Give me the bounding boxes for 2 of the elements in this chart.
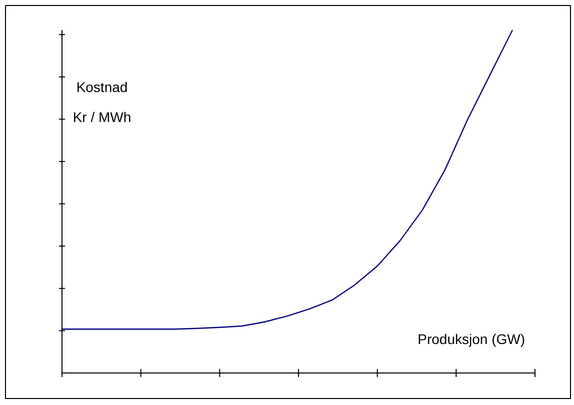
x-axis-title: Produksjon (GW) [418, 330, 525, 347]
y-axis-title: Kostnad Kr / MWh [72, 78, 132, 125]
